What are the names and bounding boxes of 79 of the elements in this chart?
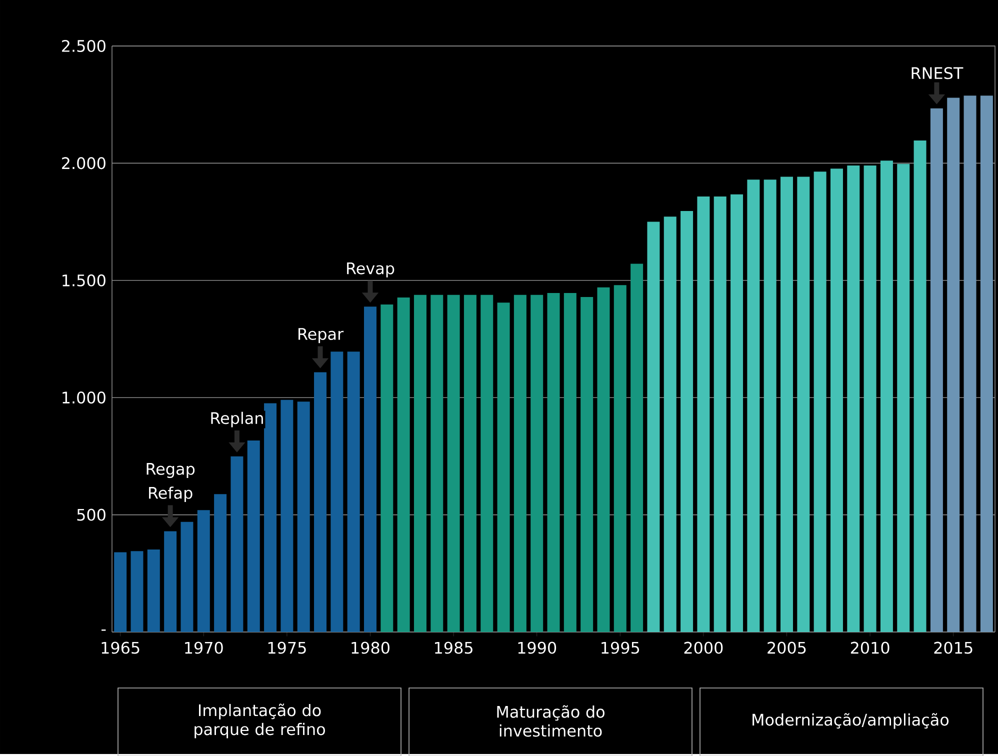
bar [114, 552, 127, 632]
bar [964, 95, 976, 632]
bar [247, 440, 260, 632]
annotation: Revap [347, 262, 394, 278]
bar [280, 400, 294, 632]
x-tick-label: 1985 [435, 642, 472, 654]
bar [847, 165, 860, 632]
y-tick-label: 2.500 [62, 40, 106, 52]
bar [480, 294, 494, 632]
bar [347, 351, 360, 632]
bar [230, 456, 244, 632]
bar [397, 297, 410, 632]
annotation: RNEST [912, 66, 964, 79]
bar [914, 140, 926, 632]
bar [697, 196, 710, 632]
bar [180, 522, 194, 632]
x-tick-label: 1975 [268, 642, 306, 654]
bar [330, 351, 344, 632]
text: Modernização/ampliação [752, 712, 949, 729]
bar [797, 176, 810, 632]
bar [614, 284, 626, 632]
bar [197, 510, 210, 632]
bar [214, 494, 227, 632]
y-tick-label: 500 [77, 508, 106, 521]
bar [630, 264, 644, 632]
x-tick-label: 1980 [352, 642, 390, 654]
annotation: Repar [298, 328, 344, 343]
bar [314, 372, 327, 632]
bar [380, 304, 394, 632]
x-tick-label: 2015 [934, 642, 972, 654]
bar [680, 210, 694, 632]
bar [297, 401, 310, 632]
x-tick-label: 1990 [518, 642, 556, 654]
bar [930, 108, 943, 632]
x-tick-label: 2000 [684, 642, 723, 654]
y-tick-label: 1.500 [62, 274, 106, 286]
bar [647, 222, 660, 632]
x-tick-label: 1970 [185, 642, 223, 654]
x-tick-label: 1965 [102, 642, 140, 654]
bar [830, 168, 843, 632]
bar [597, 287, 610, 632]
bar [880, 160, 893, 632]
bar [364, 306, 376, 632]
bar [780, 176, 793, 632]
bar [414, 294, 426, 632]
bar [897, 164, 910, 632]
bar [530, 294, 544, 632]
bar [514, 294, 526, 632]
bar [947, 98, 960, 632]
bar [664, 216, 676, 632]
bar [130, 550, 144, 632]
annotation: Regap [146, 462, 195, 478]
bar [497, 302, 510, 632]
bar [147, 549, 160, 632]
x-tick-label: 2005 [768, 642, 806, 654]
bar [730, 194, 744, 632]
bar [264, 403, 277, 632]
bar [747, 179, 760, 632]
text: Implantação do parque de refino [194, 703, 325, 738]
annotation: Refap [149, 486, 192, 502]
bar [814, 171, 826, 632]
bar [464, 294, 476, 632]
bar [864, 165, 876, 632]
bar [430, 294, 444, 632]
x-tick-label: 2010 [850, 642, 890, 654]
bar [580, 296, 594, 632]
bar [980, 95, 993, 632]
bar [764, 179, 776, 632]
bar [547, 292, 560, 632]
bar [164, 531, 177, 632]
x-tick-label: 1995 [602, 642, 640, 654]
bar [564, 292, 576, 632]
annotation: Replan [211, 412, 263, 428]
y-tick-label: 1.000 [62, 391, 106, 404]
bar [714, 196, 726, 632]
y-tick-label: - [102, 629, 106, 631]
text: Maturação do investimento [497, 705, 604, 737]
y-tick-label: 2.000 [62, 156, 106, 170]
bar [447, 294, 460, 632]
